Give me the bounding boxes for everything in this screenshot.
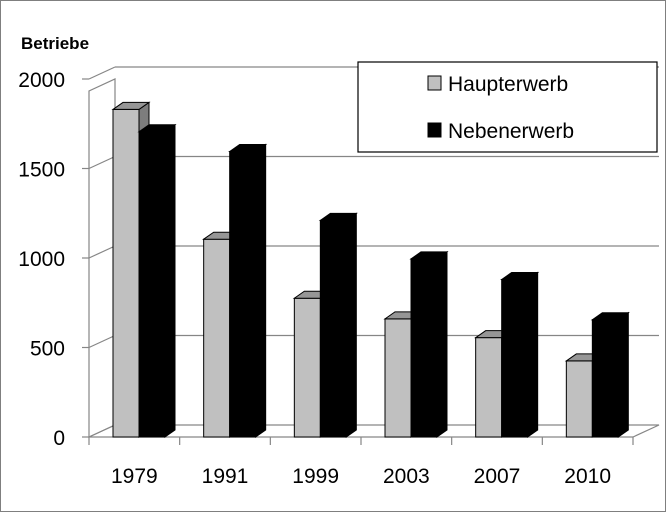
- legend-swatch-nebenerwerb: [427, 122, 442, 138]
- x-tick-label-2010: 2010: [564, 465, 611, 488]
- x-tick-label-1999: 1999: [292, 465, 339, 488]
- legend: Haupterwerb Nebenerwerb: [357, 61, 658, 153]
- y-tick-label: 0: [53, 427, 65, 450]
- legend-box: [357, 61, 658, 153]
- bar-nebenerwerb-1999: [318, 212, 358, 438]
- x-tick-label-2003: 2003: [383, 465, 430, 488]
- bar-nebenerwerb-2010: [590, 311, 630, 438]
- gridline-diagonal: [88, 334, 116, 349]
- gridline-diagonal: [88, 66, 116, 80]
- gridline-diagonal: [88, 245, 116, 259]
- bar-nebenerwerb-1991: [228, 143, 268, 438]
- bar-nebenerwerb-2003: [409, 250, 449, 438]
- x-tick-label-1979: 1979: [111, 465, 158, 488]
- bar-nebenerwerb-2007: [500, 271, 540, 438]
- x-tick-label-1991: 1991: [202, 465, 249, 488]
- gridline-diagonal: [88, 155, 116, 170]
- y-tick-label: 2000: [18, 69, 65, 92]
- x-tick-label-2007: 2007: [474, 465, 521, 488]
- y-tick-label: 1000: [18, 248, 65, 271]
- x-axis-ticks: 1979 1991 1999 2003 2007 2010: [88, 437, 634, 488]
- y-axis-label: Betriebe: [21, 34, 89, 53]
- bar-nebenerwerb-1979: [137, 123, 177, 438]
- y-tick-label: 1500: [18, 159, 65, 182]
- side-wall: [88, 78, 116, 438]
- y-axis-ticks: 0 500 1000 1500 2000: [18, 69, 89, 450]
- legend-label-nebenerwerb: Nebenerwerb: [448, 120, 574, 143]
- legend-label-haupterwerb: Haupterwerb: [448, 73, 568, 96]
- legend-swatch-haupterwerb: [427, 75, 442, 91]
- y-tick-label: 500: [30, 338, 65, 361]
- bars: [111, 101, 630, 438]
